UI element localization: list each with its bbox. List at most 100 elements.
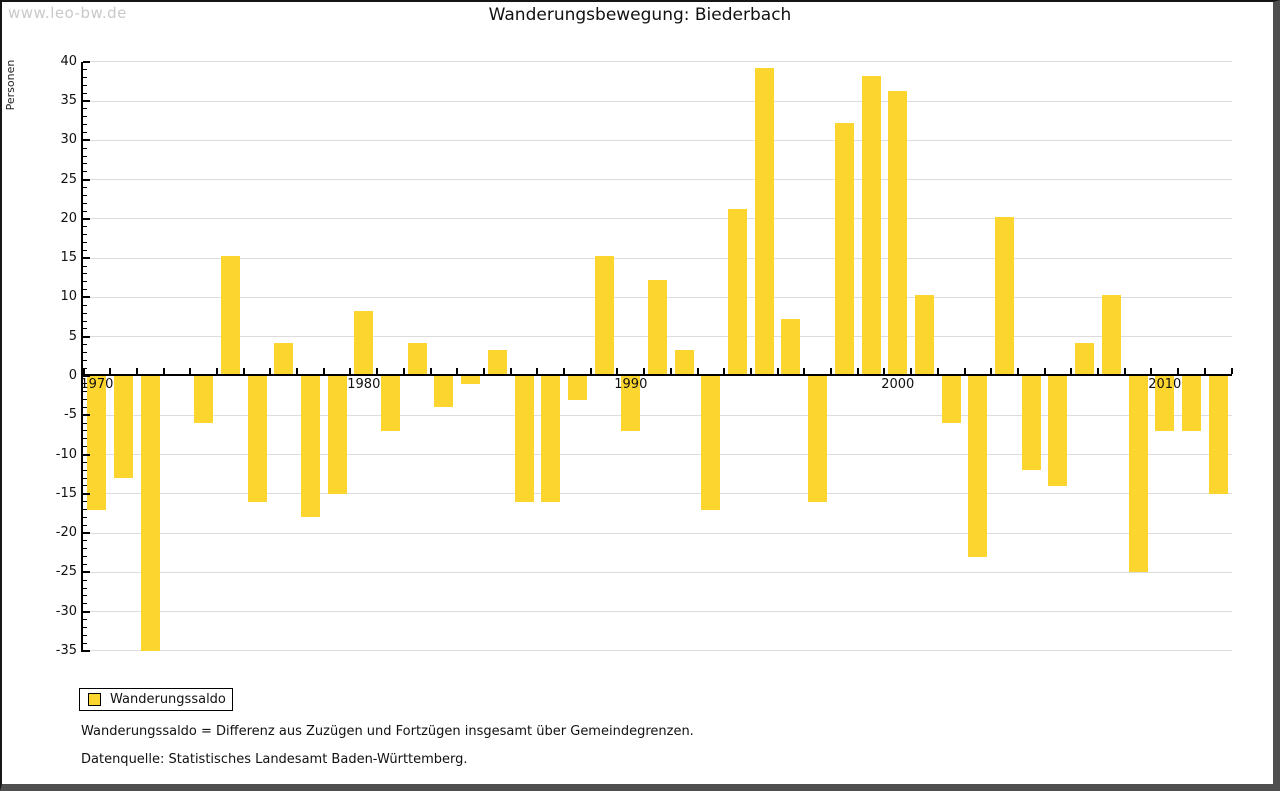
footnote-source: Datenquelle: Statistisches Landesamt Bad… [81,752,468,767]
x-tick [776,368,779,374]
x-tick [135,368,138,374]
x-tick [1177,368,1180,374]
y-minor-tick [83,383,87,385]
y-major-tick [83,60,90,63]
y-minor-tick [83,367,87,369]
x-tick [376,368,379,374]
x-axis [81,374,1232,376]
y-major-tick [83,375,90,377]
x-tick [1150,368,1153,374]
bar-2010 [1155,376,1175,431]
x-tick [643,368,646,374]
bar-1986 [514,376,534,502]
bar-1985 [487,350,507,374]
y-tick-label: 40 [60,53,77,69]
y-major-tick [83,257,90,260]
y-minor-tick [83,344,87,346]
x-tick [536,368,539,374]
x-tick [482,368,485,374]
y-minor-tick [83,116,87,118]
x-tick [1230,368,1233,374]
x-tick [322,368,325,374]
y-minor-tick [83,469,87,471]
x-tick [1097,368,1099,374]
y-major-tick [83,100,90,103]
bar-1976 [247,376,267,502]
bar-1971 [114,376,134,479]
gridline [83,611,1232,613]
y-minor-tick [83,281,87,283]
y-minor-tick [83,289,87,291]
bar-1988 [567,376,587,400]
bar-1975 [220,256,240,374]
y-minor-tick [83,155,87,157]
y-minor-tick [83,556,87,558]
y-tick-label: 25 [60,171,77,187]
y-tick-label: 0 [68,368,77,383]
bar-2008 [1101,295,1121,374]
x-tick [749,368,752,374]
y-major-tick [83,335,90,338]
y-minor-tick [83,406,87,408]
y-minor-tick [83,304,87,306]
bar-1981 [381,376,401,431]
bar-2004 [995,216,1015,374]
y-minor-tick [83,477,87,479]
y-minor-tick [83,312,87,314]
y-minor-tick [83,540,87,542]
x-tick [242,368,245,374]
y-major-tick [83,178,90,181]
x-tick-label-1980: 1980 [347,377,381,392]
y-minor-tick [83,210,87,212]
y-minor-tick [83,328,87,330]
bar-1983 [434,376,454,408]
bar-2009 [1128,376,1148,573]
y-minor-tick [83,485,87,487]
y-minor-tick [83,595,87,597]
x-tick [990,368,993,374]
y-minor-tick [83,524,87,526]
bar-2006 [1048,376,1068,486]
bar-1974 [194,376,214,424]
y-minor-tick [83,516,87,518]
bar-1979 [327,376,347,494]
y-tick-label: 15 [60,250,77,266]
x-tick [215,368,218,374]
x-tick [82,368,85,374]
y-major-tick [83,610,90,613]
bar-2001 [914,295,934,374]
bar-2012 [1208,376,1228,494]
y-minor-tick [83,446,87,448]
y-minor-tick [83,69,87,71]
y-major-tick [83,453,90,456]
bar-2005 [1021,376,1041,471]
bar-2002 [941,376,961,424]
bar-1999 [861,75,881,374]
x-tick-label-1990: 1990 [614,377,648,392]
x-tick [269,368,272,374]
y-axis [81,61,83,652]
x-tick [162,368,165,374]
gridline [83,493,1232,495]
bar-1991 [648,279,667,374]
x-tick [883,368,886,374]
gridline [83,139,1232,141]
gridline [83,179,1232,181]
y-tick-label: 35 [60,93,77,109]
x-tick [509,368,512,374]
y-major-tick [83,492,90,495]
y-minor-tick [83,391,87,393]
y-tick-label: -30 [55,603,77,619]
y-minor-tick [83,77,87,79]
watermark: www.leo-bw.de [8,4,127,22]
y-major-tick [83,217,90,220]
y-minor-tick [83,249,87,251]
legend-swatch-icon [88,693,101,706]
y-minor-tick [83,438,87,440]
x-tick [429,368,432,374]
y-minor-tick [83,461,87,463]
y-minor-tick [83,422,87,424]
x-tick [189,368,192,374]
bar-1987 [541,376,561,502]
x-tick [1123,368,1126,374]
